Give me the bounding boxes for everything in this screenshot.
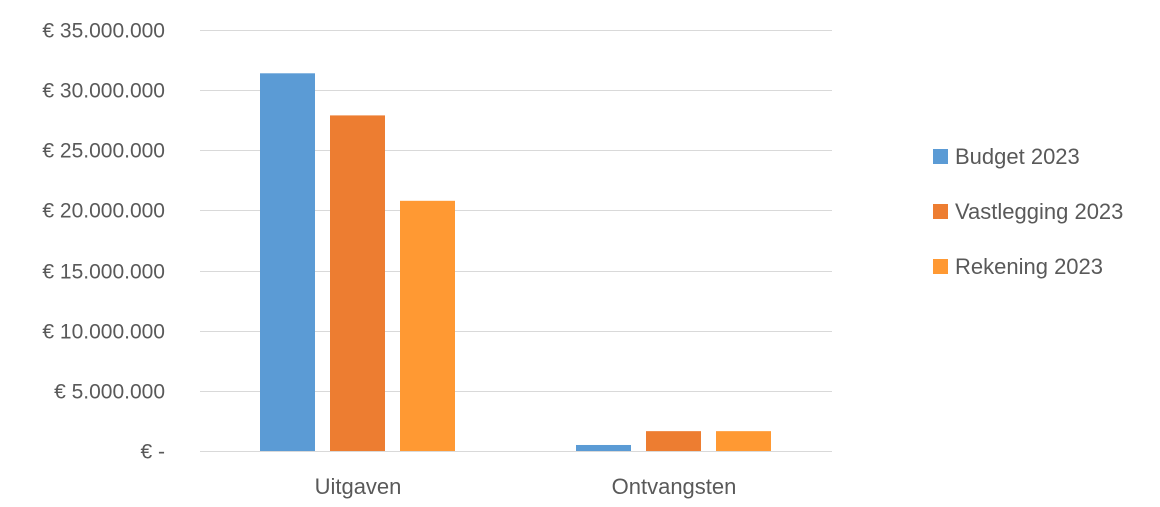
legend-label: Budget 2023 [955, 144, 1080, 169]
legend: Budget 2023 Vastlegging 2023 Rekening 2023 [933, 144, 1123, 279]
bar-uitgaven-1 [330, 115, 385, 451]
legend-swatch [933, 204, 948, 219]
legend-label: Rekening 2023 [955, 254, 1103, 279]
bar-ontvangsten-1 [646, 431, 701, 451]
legend-label: Vastlegging 2023 [955, 199, 1123, 224]
y-tick-label: € 25.000.000 [42, 140, 165, 163]
y-tick-label: € - [140, 441, 165, 464]
x-category-label: Ontvangsten [612, 474, 737, 499]
y-tick-label: € 30.000.000 [42, 80, 165, 103]
y-tick-label: € 20.000.000 [42, 200, 165, 223]
y-tick-label: € 35.000.000 [42, 20, 165, 43]
bar-uitgaven-0 [260, 73, 315, 451]
bar-ontvangsten-2 [716, 431, 771, 451]
y-tick-label: € 5.000.000 [54, 381, 165, 404]
legend-swatch [933, 149, 948, 164]
bar-uitgaven-2 [400, 200, 455, 451]
x-category-label: Uitgaven [315, 474, 402, 499]
y-tick-label: € 15.000.000 [42, 261, 165, 284]
legend-swatch [933, 259, 948, 274]
y-axis-tick-labels: € 35.000.000 € 30.000.000 € 25.000.000 € 20… [42, 20, 165, 464]
y-tick-label: € 10.000.000 [42, 321, 165, 344]
bars [260, 73, 771, 451]
bar-ontvangsten-0 [576, 444, 631, 451]
x-axis-category-labels: Uitgaven Ontvangsten [315, 474, 737, 499]
